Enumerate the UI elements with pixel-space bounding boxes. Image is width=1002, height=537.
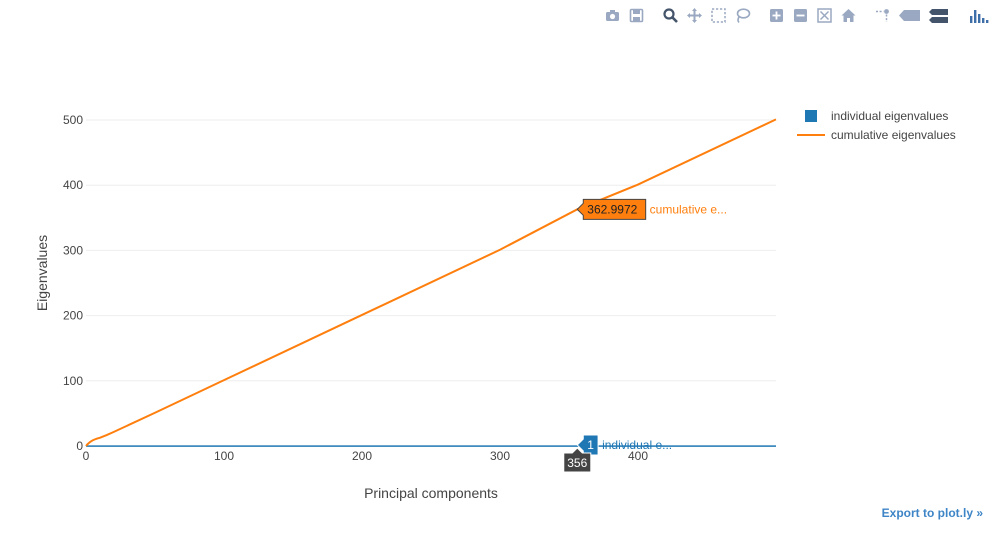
x-hover-box (563, 447, 592, 473)
lasso-select-icon (736, 7, 750, 23)
modebar-group (764, 4, 860, 26)
x-tick-label: 400 (628, 449, 648, 463)
x-tick-label: 300 (490, 449, 510, 463)
x-hover-label: 356 (567, 456, 587, 470)
zoom-icon (662, 7, 678, 23)
save-icon (629, 8, 643, 22)
box-select-button[interactable] (706, 4, 730, 26)
individual-eigenvalue-bars (86, 445, 776, 447)
spike-lines-icon (875, 8, 889, 22)
legend-label-individual: individual eigenvalues (831, 109, 948, 123)
y-tick-label: 0 (76, 439, 83, 453)
save-button[interactable] (624, 4, 648, 26)
hover-value: 1 (587, 438, 594, 452)
hover-value: 362.9972 (587, 202, 637, 216)
autoscale-icon (816, 7, 832, 23)
zoom-in-icon (769, 8, 783, 22)
hover-closest-icon (898, 9, 920, 21)
pan-button[interactable] (682, 4, 706, 26)
modebar-group (600, 4, 648, 26)
zoom-button[interactable] (658, 4, 682, 26)
zoom-out-icon (793, 8, 807, 22)
box-select-icon (710, 7, 726, 23)
home-icon (841, 8, 855, 22)
y-tick-label: 300 (63, 243, 83, 257)
plotly-logo-button[interactable] (964, 4, 994, 26)
y-tick-label: 200 (63, 309, 83, 323)
y-axis-title: Eigenvalues (34, 235, 50, 311)
modebar-group (658, 4, 754, 26)
legend-swatch-individual (805, 110, 817, 122)
lasso-select-button[interactable] (730, 4, 754, 26)
cumulative-eigenvalue-line (85, 118, 777, 447)
spike-lines-button[interactable] (870, 4, 894, 26)
hover-series-name: individual e... (602, 438, 672, 452)
plotly-logo-icon (969, 9, 988, 23)
export-to-plotly-link[interactable]: Export to plot.ly » (881, 506, 983, 520)
modebar-toolbar (590, 4, 994, 26)
hover-box (576, 198, 647, 220)
camera-button[interactable] (600, 4, 624, 26)
home-button[interactable] (836, 4, 860, 26)
modebar-group (870, 4, 954, 26)
hover-compare-button[interactable] (924, 4, 954, 26)
hover-label-cumulative: 362.9972 cumulative e... (576, 198, 727, 220)
y-tick-label: 500 (63, 113, 83, 127)
x-tick-label: 200 (352, 449, 372, 463)
hover-box (576, 434, 599, 456)
x-tick-label: 0 (83, 449, 90, 463)
zoom-out-button[interactable] (788, 4, 812, 26)
autoscale-button[interactable] (812, 4, 836, 26)
legend-label-cumulative: cumulative eigenvalues (831, 128, 956, 142)
hover-compare-icon (928, 8, 948, 23)
modebar-group (964, 4, 994, 26)
y-tick-label: 100 (63, 374, 83, 388)
camera-icon (605, 9, 619, 21)
y-tick-label: 400 (63, 178, 83, 192)
hover-label-individual: 1 individual e... (576, 434, 672, 456)
x-axis-title: Principal components (364, 485, 498, 501)
zoom-in-button[interactable] (764, 4, 788, 26)
x-tick-label: 100 (214, 449, 234, 463)
hover-series-name: cumulative e... (650, 202, 727, 216)
hover-closest-button[interactable] (894, 4, 924, 26)
pan-icon (686, 7, 702, 23)
